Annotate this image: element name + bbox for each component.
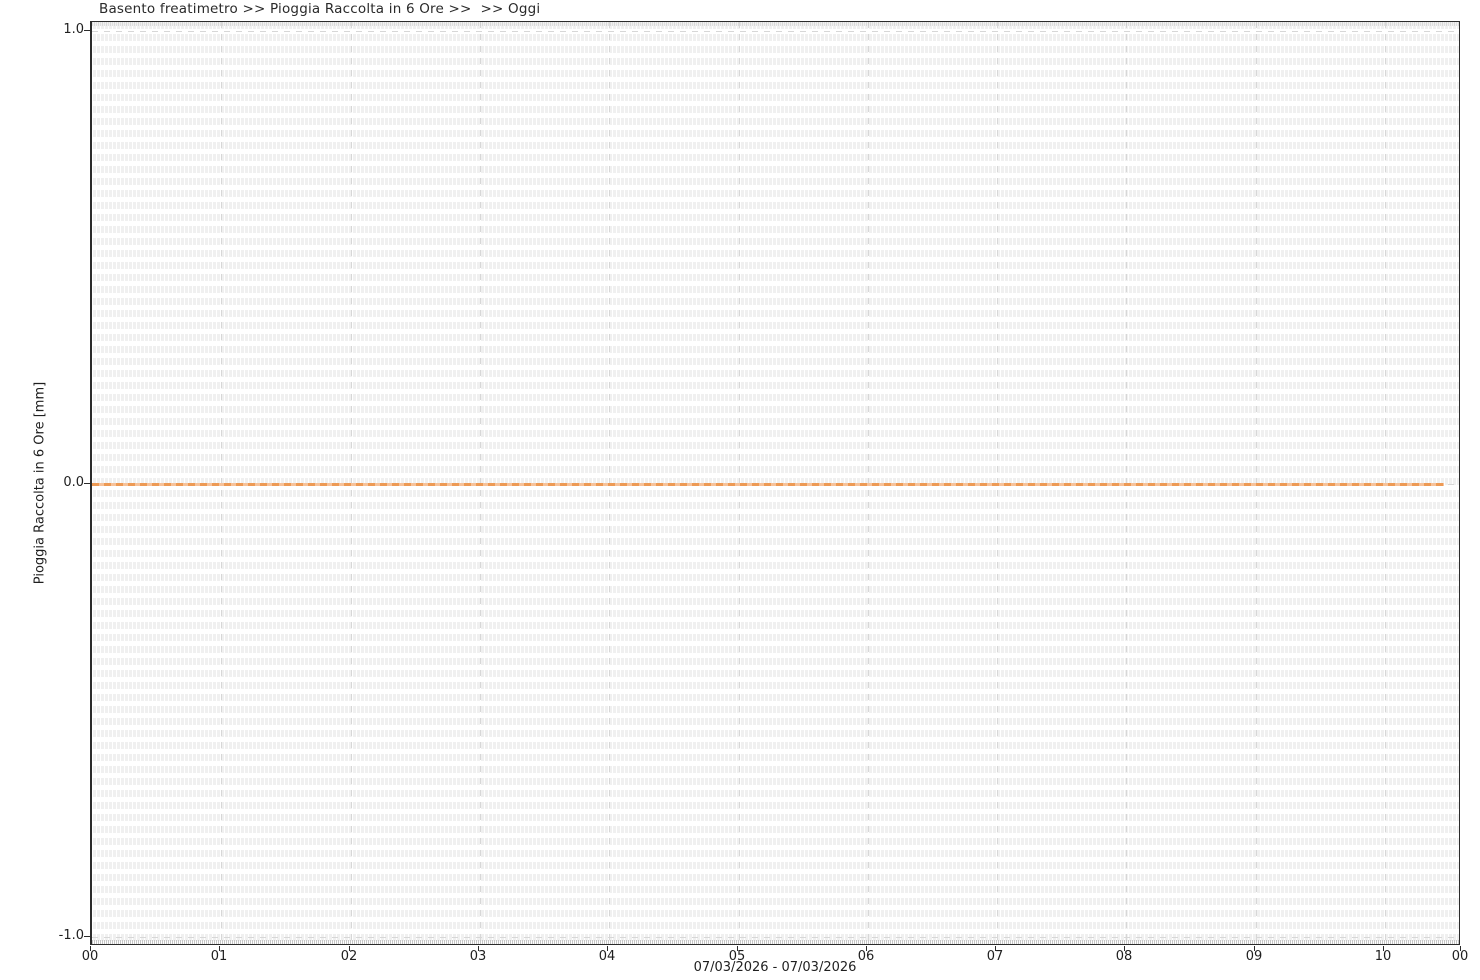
x-axis-tick bbox=[349, 946, 350, 951]
x-axis-tick-label: 03 bbox=[469, 949, 487, 964]
x-axis-tick-label: 02 bbox=[340, 949, 358, 964]
x-axis-tick bbox=[607, 946, 608, 951]
x-axis-date-range-label: 07/03/2026 - 07/03/2026 bbox=[693, 960, 857, 975]
x-axis-end-tick bbox=[1460, 946, 1461, 951]
gridline-horizontal bbox=[92, 937, 1459, 938]
minor-tick-comb-top bbox=[92, 22, 1459, 26]
x-axis-tick-label: 06 bbox=[857, 949, 875, 964]
x-axis-tick bbox=[219, 946, 220, 951]
x-axis-tick-label: 00 bbox=[81, 949, 99, 964]
x-axis-tick bbox=[90, 946, 91, 951]
x-axis-tick-label: 07 bbox=[986, 949, 1004, 964]
x-axis-tick bbox=[866, 946, 867, 951]
x-axis-tick-label: 05 bbox=[728, 949, 746, 964]
series-line-pioggia bbox=[92, 483, 1444, 486]
x-axis-tick bbox=[1383, 946, 1384, 951]
y-axis-tick bbox=[84, 30, 90, 31]
x-axis-tick-label: 04 bbox=[598, 949, 616, 964]
y-axis-tick-label: 0.0 bbox=[63, 475, 84, 490]
x-axis-tick bbox=[995, 946, 996, 951]
y-axis-tick-label: 1.0 bbox=[63, 22, 84, 37]
x-axis-tick-label: 08 bbox=[1115, 949, 1133, 964]
plot-area bbox=[90, 21, 1460, 945]
y-axis-tick-label: -1.0 bbox=[58, 928, 84, 943]
x-axis-tick-label: 10 bbox=[1374, 949, 1392, 964]
x-axis-tick-label: 09 bbox=[1245, 949, 1263, 964]
gridline-horizontal bbox=[92, 31, 1459, 32]
y-axis-tick bbox=[84, 483, 90, 484]
x-axis-end-tick-label: 00 bbox=[1451, 949, 1469, 964]
x-axis-tick-label: 01 bbox=[210, 949, 228, 964]
y-axis-tick bbox=[84, 936, 90, 937]
minor-tick-comb-bottom bbox=[92, 940, 1459, 944]
chart-title: Basento freatimetro >> Pioggia Raccolta … bbox=[99, 1, 541, 17]
x-axis-tick bbox=[737, 946, 738, 951]
x-axis-tick bbox=[478, 946, 479, 951]
x-axis-tick bbox=[1254, 946, 1255, 951]
x-axis-tick bbox=[1124, 946, 1125, 951]
